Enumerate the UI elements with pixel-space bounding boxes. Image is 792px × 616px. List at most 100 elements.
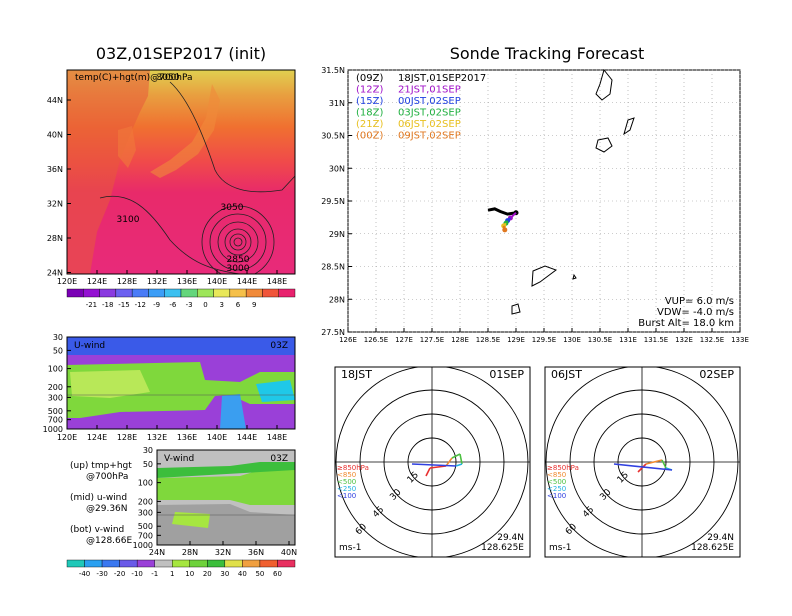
lon-tick-label: 144E <box>237 433 257 442</box>
hodo-segment <box>425 467 431 477</box>
colorbar-swatch <box>66 559 85 568</box>
island-coast <box>572 273 577 280</box>
lat-tick-label: 40N <box>47 131 63 140</box>
level-legend: <250 <box>547 485 566 493</box>
kyushu-coast <box>595 68 613 101</box>
v-label: V-wind <box>164 454 194 464</box>
colorbar-swatch <box>242 559 261 568</box>
lat-tick-label: 32N <box>215 548 231 557</box>
colorbar-swatch <box>115 288 133 298</box>
coastlines <box>511 68 635 315</box>
level-legend: ≥850hPa <box>337 464 369 472</box>
typhoon-contour <box>233 237 243 247</box>
colorbar-label: 20 <box>203 570 212 578</box>
typhoon-contour <box>229 233 247 251</box>
typhoon-contour <box>201 205 275 274</box>
colorbar-label: 60 <box>273 570 282 578</box>
lon-tick-label: 130.5E <box>588 336 612 344</box>
track-series <box>487 207 517 216</box>
u-top-band <box>67 337 295 355</box>
pressure-label: 30 <box>143 446 153 455</box>
track-legend: (09Z) 18JST,01SEP2017 (12Z) 21JST,01SEP (15Z… <box>356 73 486 142</box>
lat-tick-label: 27.5N <box>321 328 345 337</box>
pressure-label: 50 <box>53 346 63 355</box>
island-coast <box>511 303 521 315</box>
lon-tick-label: 136E <box>177 433 197 442</box>
colorbar-swatch <box>148 288 165 298</box>
legend-text: 21JST,01SEP <box>398 85 461 96</box>
colorbar-label: 50 <box>255 570 264 578</box>
level-legend: <100 <box>337 492 356 500</box>
legend-text: 18JST,01SEP2017 <box>398 73 486 84</box>
hodo-segment <box>411 463 457 467</box>
typhoon-contour <box>217 221 259 263</box>
legend-code: (18Z) <box>356 108 383 119</box>
land-mass-korea <box>118 126 136 168</box>
u-x-ticks: 120E 124E 128E 132E 136E 140E 144E 148E <box>57 425 287 442</box>
colorbar-label: -30 <box>96 570 107 578</box>
hodo-segment <box>661 459 667 469</box>
note-title: (mid) u-wind <box>70 493 127 503</box>
lon-tick-label: 126.5E <box>364 336 388 344</box>
lon-tick-label: 131E <box>619 336 637 344</box>
track-panel: (09Z) 18JST,01SEP2017 (12Z) 21JST,01SEP (15Z… <box>321 66 749 344</box>
pressure-label: 300 <box>138 508 153 517</box>
colorbar-label: -1 <box>151 570 158 578</box>
contour-label: 3100 <box>117 215 140 225</box>
lat-tick-label: 28.5N <box>321 263 345 272</box>
track-x-ticks: 126E 126.5E 127E 127.5E 128E 128.5E 129E 129.5E… <box>339 328 749 344</box>
pressure-label: 30 <box>53 333 63 342</box>
pressure-label: 1000 <box>43 425 63 434</box>
colorbar-swatch <box>197 288 214 298</box>
hodo-lon: 128.625E <box>481 543 524 553</box>
pressure-label: 100 <box>48 365 63 374</box>
colorbar-label: -15 <box>118 301 129 309</box>
u-light-band <box>70 370 150 398</box>
sonde-tracks <box>487 207 519 233</box>
hodo-lon: 128.625E <box>691 543 734 553</box>
lat-tick-label: 29N <box>329 230 345 239</box>
v-time: 03Z <box>270 454 288 464</box>
contour-3100 <box>99 196 241 274</box>
colorbar-swatch <box>66 288 84 298</box>
lon-tick-label: 120E <box>57 433 77 442</box>
colorbar-swatch <box>278 288 296 298</box>
colorbar-label: 6 <box>236 301 241 309</box>
colorbar-label: -40 <box>79 570 90 578</box>
colorbar-swatch <box>131 288 149 298</box>
colorbar-swatch <box>154 559 173 568</box>
land-mass-japan <box>150 84 220 178</box>
lon-tick-label: 132.5E <box>700 336 724 344</box>
colorbar-swatch <box>119 559 138 568</box>
land-mass-asia <box>67 70 150 274</box>
colorbar-label: -10 <box>131 570 142 578</box>
lon-tick-label: 129.5E <box>532 336 556 344</box>
lon-tick-label: 131.5E <box>644 336 668 344</box>
colorbar-swatch <box>189 559 208 568</box>
hodo-unit: ms-1 <box>339 543 361 553</box>
pressure-label: 500 <box>48 407 63 416</box>
lon-tick-label: 124E <box>87 433 107 442</box>
colorbar-swatch <box>136 559 155 568</box>
param-text: VDW= -4.0 m/s <box>657 307 734 318</box>
typhoon-contour <box>224 228 252 256</box>
colorbar-swatch <box>262 288 279 298</box>
height-contours <box>99 81 295 274</box>
typhoon-contour <box>209 213 267 271</box>
map-lat-ticks: 44N 40N 36N 32N 28N 24N <box>47 96 71 278</box>
pressure-label: 100 <box>138 479 153 488</box>
colorbar-label: 10 <box>185 570 194 578</box>
hodo-time-label: 06JST <box>551 368 582 381</box>
hodo-segment <box>455 463 463 467</box>
lon-tick-label: 128.5E <box>476 336 500 344</box>
lon-tick-label: 144E <box>237 277 257 286</box>
map-frame <box>66 69 296 275</box>
lat-tick-label: 40N <box>281 548 297 557</box>
u-frame <box>66 336 296 430</box>
v-green-band <box>157 470 295 505</box>
v-dark-band <box>157 462 295 478</box>
contour-label: 3050 <box>157 73 180 83</box>
